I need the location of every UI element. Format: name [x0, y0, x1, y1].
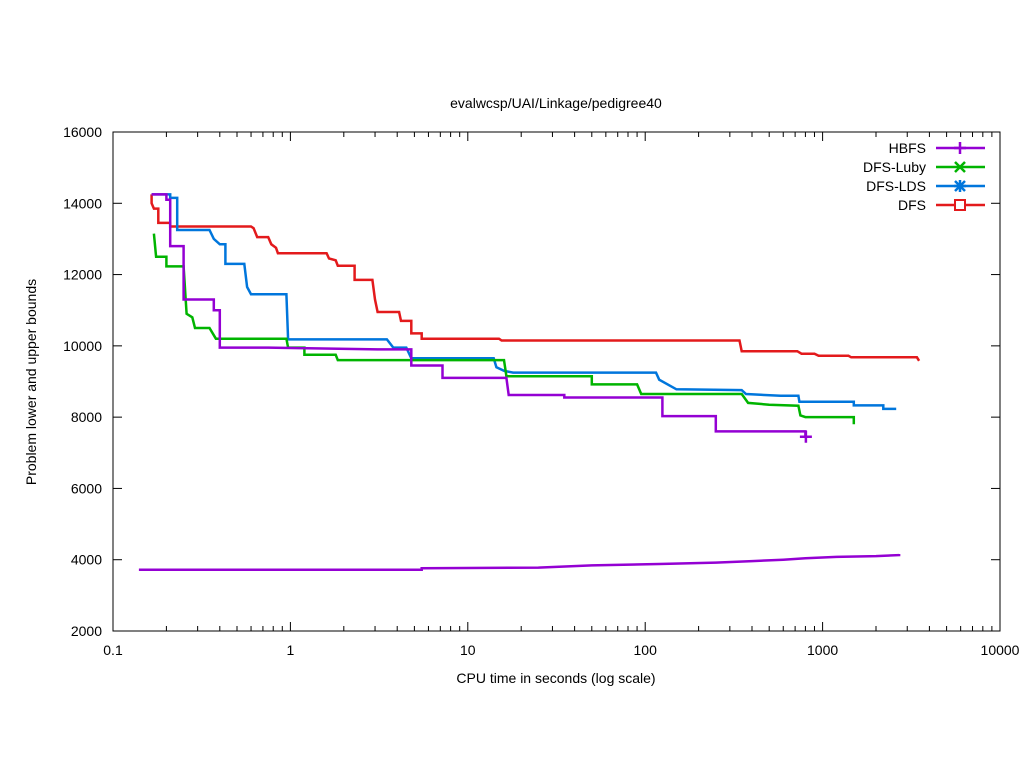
legend-label: DFS-LDS — [866, 178, 926, 194]
legend-label: DFS — [898, 197, 926, 213]
y-tick-label: 6000 — [71, 480, 102, 496]
x-tick-label: 1000 — [807, 642, 838, 658]
y-tick-label: 16000 — [63, 124, 102, 140]
series-line-dfs — [150, 194, 921, 362]
legend-marker-plus — [954, 142, 966, 154]
series-lower-line-hbfs — [138, 553, 901, 571]
x-axis-label: CPU time in seconds (log scale) — [456, 670, 655, 686]
y-axis: 2000 4000 6000 8000 10000 12000 14000 16000 — [63, 124, 1000, 639]
legend-label: HBFS — [889, 140, 926, 156]
series-marker — [799, 430, 812, 443]
chart-title: evalwcsp/UAI/Linkage/pedigree40 — [450, 95, 662, 111]
series-layer — [138, 193, 921, 571]
legend-marker-star — [954, 180, 966, 192]
y-axis-label: Problem lower and upper bounds — [23, 279, 39, 485]
series-line-hbfs — [151, 193, 808, 438]
y-tick-label: 4000 — [71, 552, 102, 568]
x-axis: 0.1 1 10 100 1000 10000 — [103, 132, 1020, 658]
y-tick-label: 10000 — [63, 338, 102, 354]
y-tick-label: 12000 — [63, 267, 102, 283]
x-tick-label: 10 — [460, 642, 476, 658]
x-tick-label: 0.1 — [103, 642, 123, 658]
y-tick-label: 8000 — [71, 409, 102, 425]
legend: HBFS DFS-Luby DFS-LDS DFS — [863, 140, 985, 213]
series-line-dfs-luby — [152, 233, 856, 425]
legend-label: DFS-Luby — [863, 159, 926, 175]
legend-marker-x — [954, 161, 966, 173]
plot-frame — [112, 131, 1001, 632]
y-tick-label: 2000 — [71, 623, 102, 639]
x-tick-label: 1 — [287, 642, 295, 658]
series-line-dfs-lds — [151, 193, 897, 411]
legend-marker-square — [954, 199, 966, 211]
x-tick-label: 10000 — [981, 642, 1020, 658]
y-tick-label: 14000 — [63, 195, 102, 211]
x-tick-label: 100 — [634, 642, 658, 658]
